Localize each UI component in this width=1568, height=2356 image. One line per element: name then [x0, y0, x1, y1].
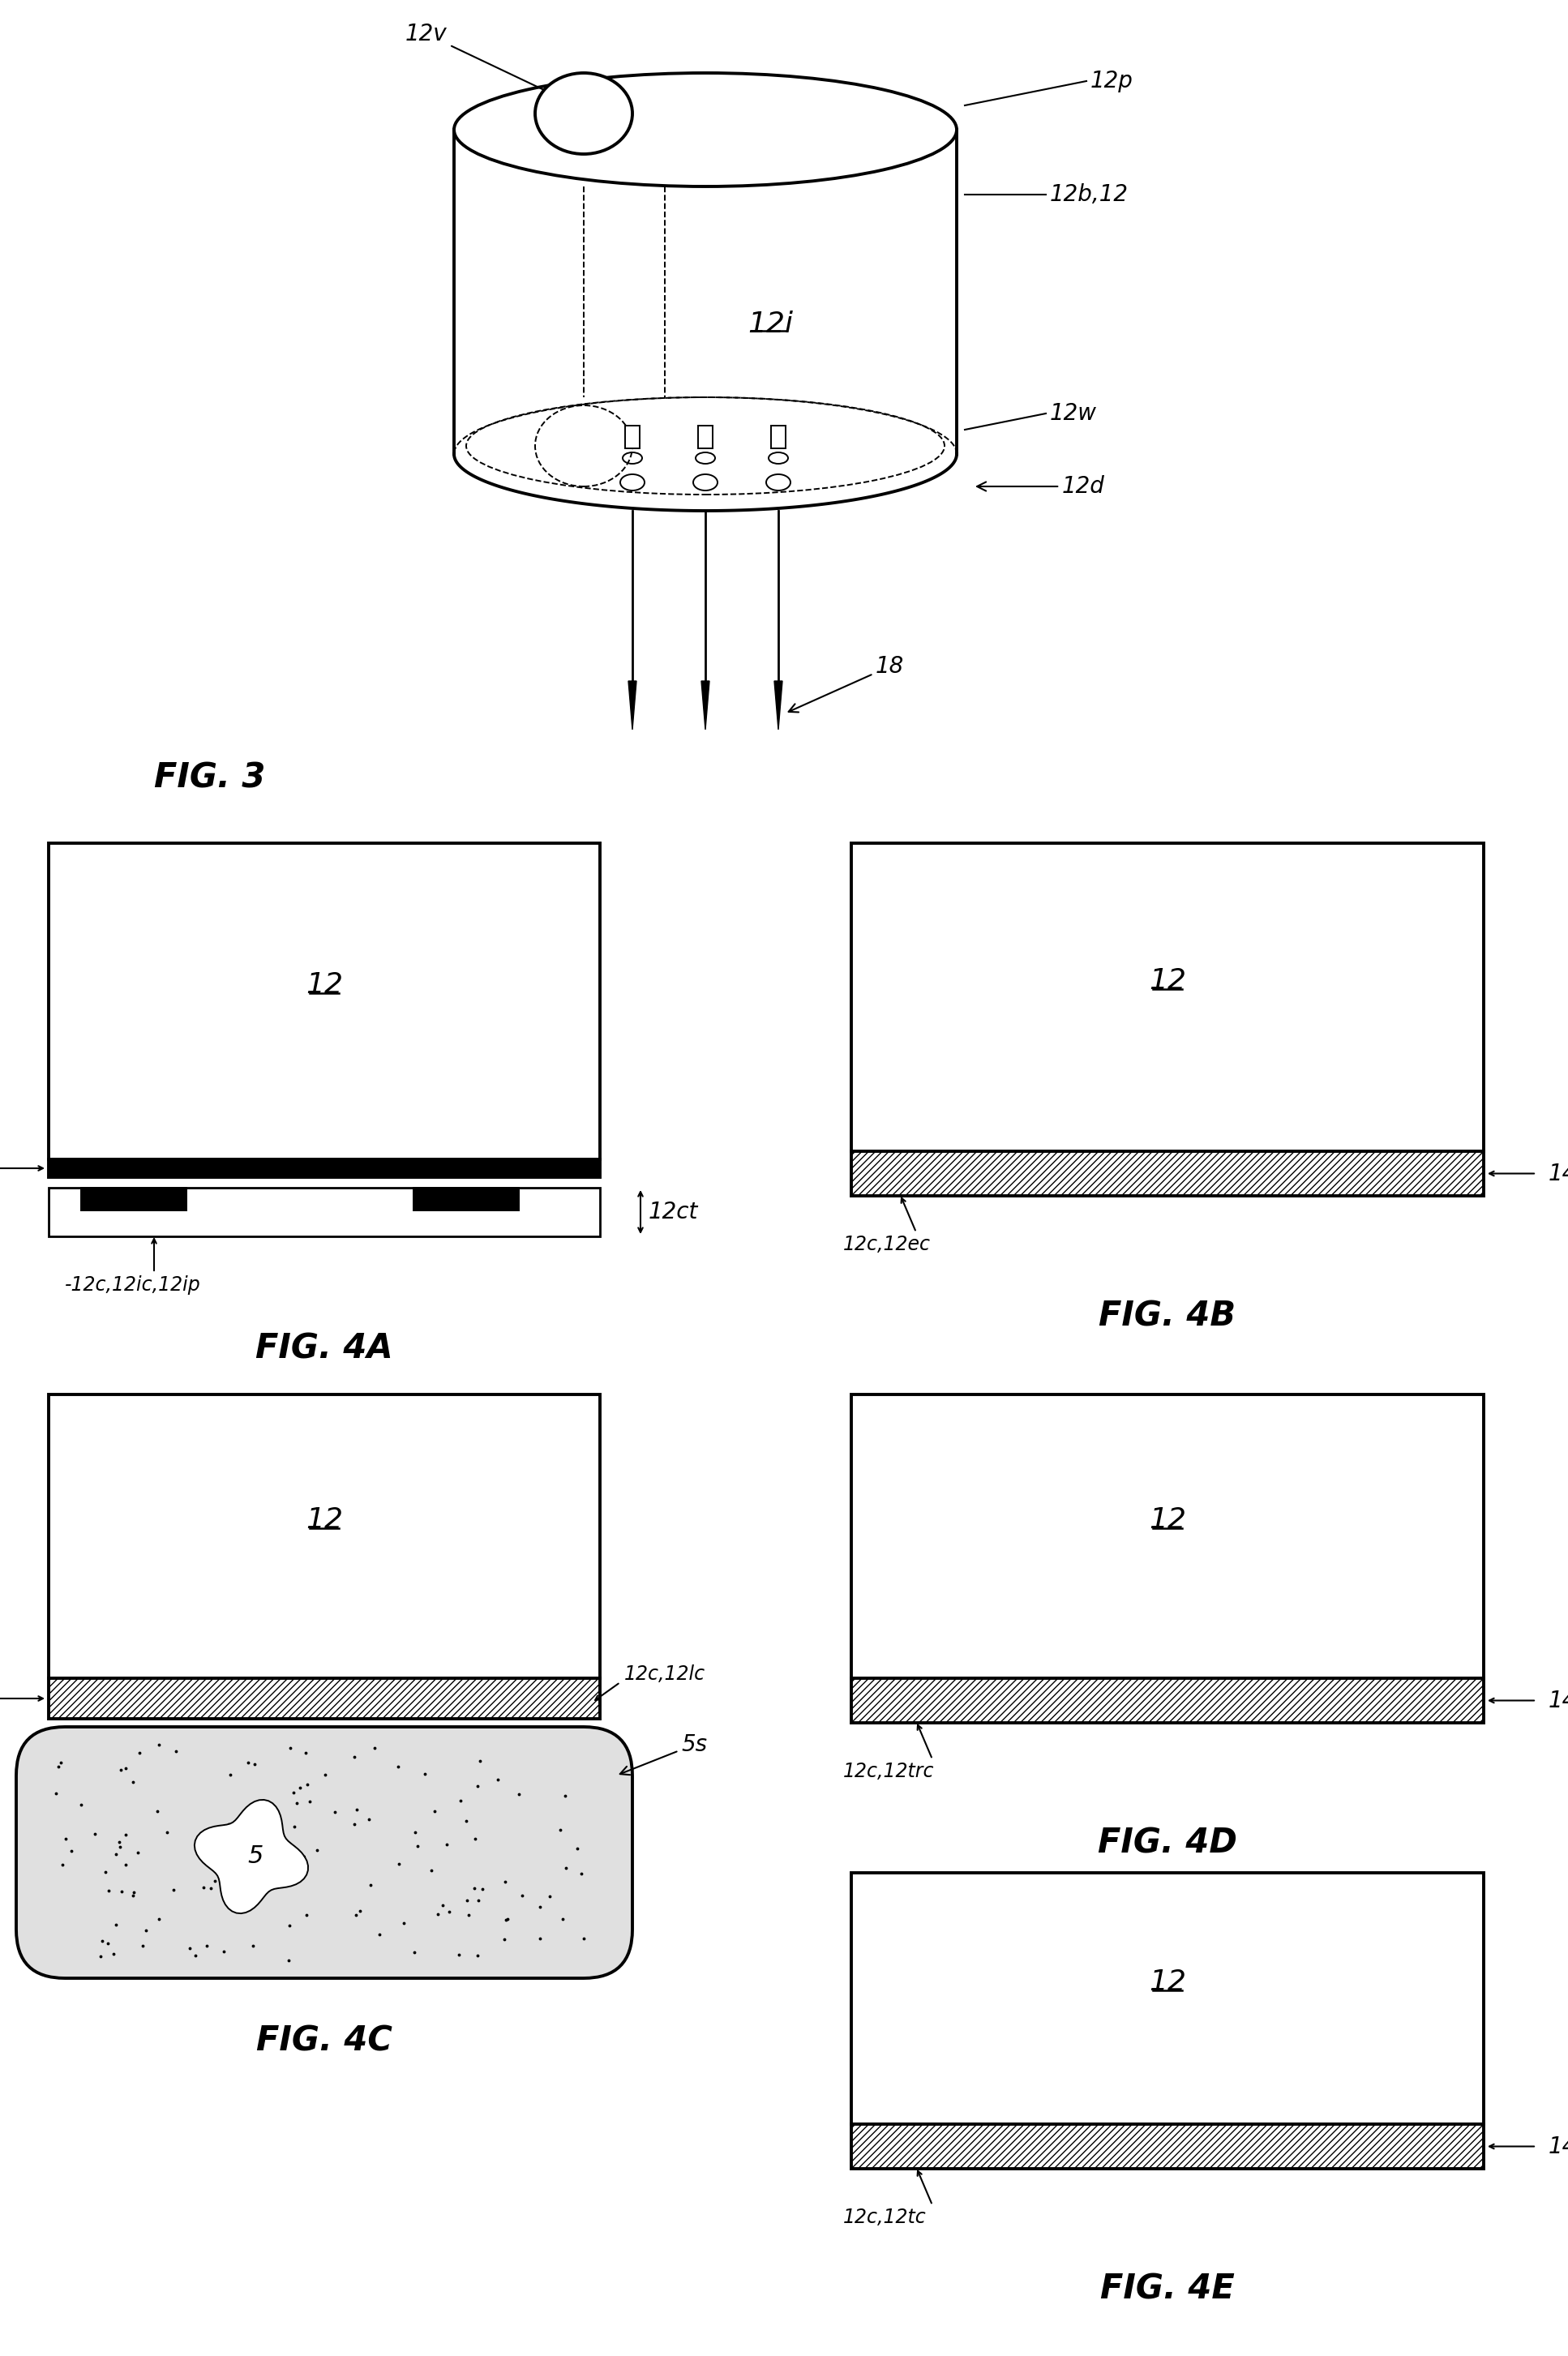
Bar	[82, 1187, 187, 1211]
Text: 14: 14	[1549, 1162, 1568, 1185]
Text: 12p: 12p	[1090, 71, 1134, 92]
Polygon shape	[629, 681, 637, 730]
Bar	[49, 1187, 601, 1237]
Bar	[414, 1187, 519, 1211]
Text: 12i: 12i	[748, 311, 793, 337]
Text: FIG. 4A: FIG. 4A	[256, 1331, 394, 1364]
Text: 12ct: 12ct	[649, 1202, 698, 1223]
Text: 12: 12	[306, 1505, 343, 1534]
Text: 14: 14	[1549, 1689, 1568, 1713]
Text: 12: 12	[1149, 968, 1185, 994]
Text: FIG. 3: FIG. 3	[154, 761, 265, 796]
Bar	[49, 1677, 601, 1720]
Text: FIG. 4B: FIG. 4B	[1099, 1298, 1236, 1333]
Bar	[626, 426, 640, 448]
Polygon shape	[194, 1800, 307, 1913]
Text: 12v: 12v	[406, 24, 555, 97]
Text: 12: 12	[1149, 1505, 1185, 1534]
Text: 12w: 12w	[1051, 403, 1098, 424]
Text: FIG. 4C: FIG. 4C	[256, 2024, 392, 2059]
Text: 14: 14	[1549, 2135, 1568, 2158]
Text: 12b,12: 12b,12	[1051, 184, 1129, 205]
Text: 5: 5	[248, 1845, 263, 1868]
Bar	[851, 1677, 1483, 1722]
Bar	[851, 2125, 1483, 2170]
Bar	[698, 426, 712, 448]
Polygon shape	[701, 681, 709, 730]
Text: 12c,12ec: 12c,12ec	[844, 1235, 931, 1253]
Text: 12c,12trc: 12c,12trc	[844, 1762, 935, 1781]
Bar	[49, 1395, 601, 1677]
Text: 18: 18	[789, 655, 905, 712]
Bar	[771, 426, 786, 448]
Text: -12c,12ic,12ip: -12c,12ic,12ip	[64, 1275, 201, 1296]
Bar	[851, 843, 1483, 1152]
Text: 12d: 12d	[977, 476, 1105, 497]
Bar	[851, 1395, 1483, 1677]
Ellipse shape	[535, 73, 632, 153]
Text: 5s: 5s	[619, 1734, 707, 1774]
Text: FIG. 4E: FIG. 4E	[1101, 2271, 1234, 2307]
Text: FIG. 4D: FIG. 4D	[1098, 1826, 1237, 1859]
FancyBboxPatch shape	[16, 1727, 632, 1979]
Bar	[49, 843, 601, 1159]
Text: 12c,12lc: 12c,12lc	[624, 1663, 706, 1685]
Text: 12c,12tc: 12c,12tc	[844, 2208, 927, 2226]
Bar	[851, 1873, 1483, 2125]
Ellipse shape	[455, 73, 956, 186]
Polygon shape	[775, 681, 782, 730]
Text: 12: 12	[306, 971, 343, 999]
Text: 12: 12	[1149, 1970, 1185, 1996]
Bar	[49, 1159, 601, 1178]
Bar	[851, 1152, 1483, 1197]
